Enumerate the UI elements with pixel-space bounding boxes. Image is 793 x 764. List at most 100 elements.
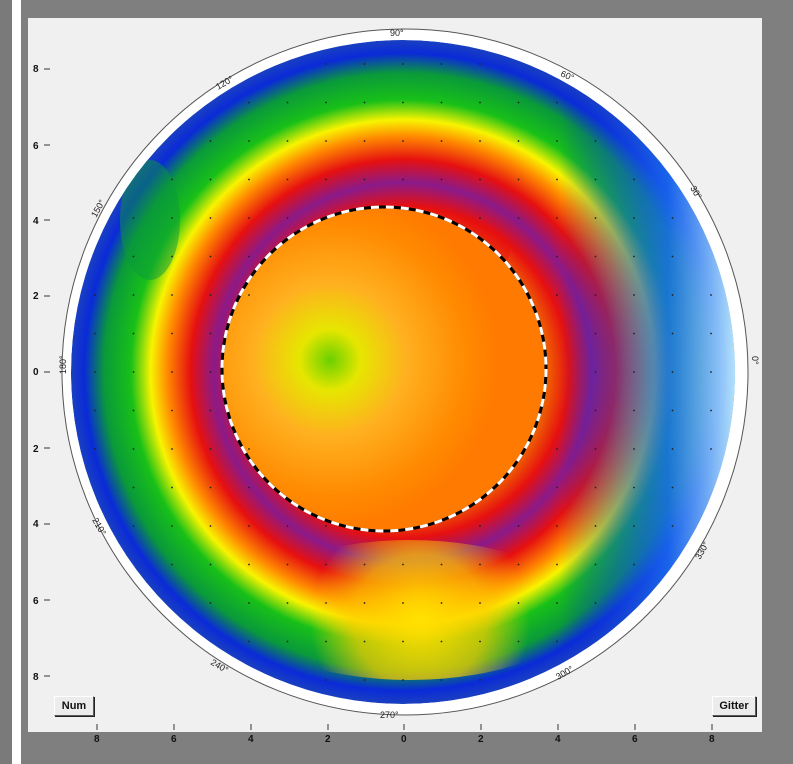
grid-dot [594,255,597,258]
grid-dot [94,332,96,335]
grid-dots [94,63,712,681]
y-tick-label: 4 [33,216,39,227]
grid-dot [633,563,635,566]
grid-dot [479,679,481,681]
grid-dot [633,294,635,296]
grid-dot [286,602,289,604]
grid-dot [479,140,481,142]
grid-dot [440,178,443,181]
grid-dot [633,255,635,258]
grid-dot [171,255,173,258]
grid-dot [209,525,212,527]
grid-dot [94,371,96,373]
grid-dot [248,525,250,527]
grid-dot [479,63,481,65]
gitter-button[interactable]: Gitter [712,696,756,716]
grid-dot [479,178,481,181]
y-tick-label: 2 [33,291,39,302]
grid-dot [556,140,558,142]
y-tick-label: 0 [33,367,39,378]
grid-dot [248,255,250,258]
grid-dot [594,409,597,412]
grid-dot [171,178,173,181]
grid-dot [171,563,173,566]
grid-dot [633,217,635,219]
num-button[interactable]: Num [54,696,94,716]
grid-dot [363,63,366,65]
axis-ticks [44,68,713,730]
grid-dot [440,140,443,142]
grid-dot [594,332,597,335]
grid-dot [440,563,443,566]
grid-dot [94,448,96,450]
x-tick-label: 8 [94,734,100,745]
angle-label-0: 0° [750,356,760,365]
grid-dot [594,563,597,566]
grid-dot [440,63,443,65]
grid-dot [556,178,558,181]
grid-dot [556,101,558,104]
grid-dot [132,332,135,335]
x-tick-label: 4 [248,734,254,745]
grid-dot [325,679,327,681]
angle-label-90: 90° [390,28,404,38]
grid-dot [363,101,366,104]
grid-dot [171,525,173,527]
grid-dot [440,640,443,643]
left-panel-strip [0,0,12,764]
angle-label-270: 270° [380,710,399,720]
x-tick-label: 2 [325,734,331,745]
grid-dot [402,178,404,181]
grid-dot [363,140,366,142]
grid-dot [479,602,481,604]
grid-dot [325,640,327,643]
grid-dot [440,101,443,104]
grid-dot [556,217,558,219]
grid-dot [248,448,250,450]
angle-label-60: 60° [559,69,576,84]
grid-dot [209,140,212,142]
grid-dot [671,409,674,412]
grid-dot [132,486,135,489]
grid-dot [325,602,327,604]
x-tick-label: 6 [632,734,638,745]
grid-dot [594,486,597,489]
grid-dot [286,178,289,181]
grid-dot [325,217,327,219]
grid-dot [171,486,173,489]
y-tick-label: 8 [33,672,39,683]
grid-dot [556,294,558,296]
grid-dot [363,602,366,604]
grid-dot [248,640,250,643]
grid-dot [671,255,674,258]
grid-dot [402,602,404,604]
grid-dot [209,294,212,296]
grid-dot [248,486,250,489]
grid-dot [402,563,404,566]
grid-dot [248,101,250,104]
grid-dot [94,409,96,412]
grid-dot [363,640,366,643]
x-tick-label: 0 [401,734,407,745]
grid-dot [633,371,635,373]
x-tick-label: 2 [478,734,484,745]
grid-dot [633,332,635,335]
grid-dot [594,140,597,142]
grid-dot [556,640,558,643]
grid-dot [171,332,173,335]
grid-dot [710,409,712,412]
x-tick-label: 4 [555,734,561,745]
grid-dot [171,448,173,450]
grid-dot [710,332,712,335]
grid-dot [286,140,289,142]
grid-dot [671,371,674,373]
grid-dot [209,602,212,604]
grid-dot [479,640,481,643]
grid-dot [517,140,520,142]
grid-dot [594,217,597,219]
grid-dot [594,371,597,373]
grid-dot [479,217,481,219]
grid-dot [594,448,597,450]
grid-dot [248,294,250,296]
grid-dot [325,178,327,181]
